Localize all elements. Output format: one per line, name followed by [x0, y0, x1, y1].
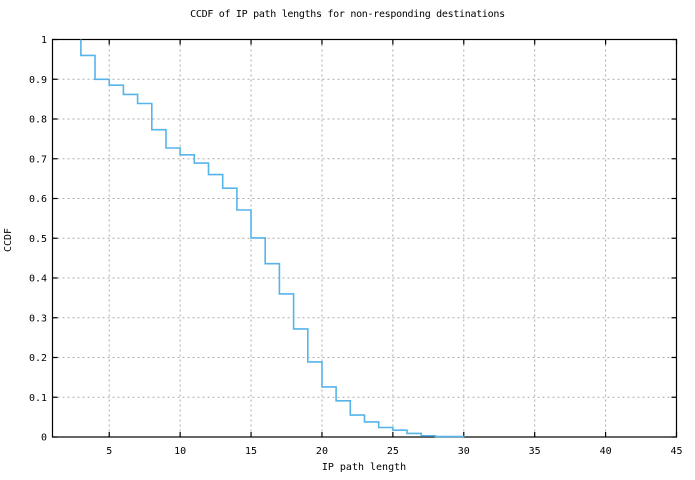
y-tick-label: 0.6 [29, 194, 47, 205]
x-tick-label: 35 [529, 446, 541, 457]
x-tick-label: 25 [387, 446, 399, 457]
x-tick-label: 5 [106, 446, 112, 457]
y-tick-label: 0.4 [29, 274, 47, 285]
y-tick-label: 0.1 [29, 393, 47, 404]
x-tick-label: 15 [245, 446, 257, 457]
y-tick-label: 0 [41, 433, 47, 444]
x-axis-title: IP path length [321, 462, 407, 473]
x-tick-label: 30 [458, 446, 470, 457]
y-tick-label: 0.8 [29, 115, 47, 126]
y-tick-label: 0.2 [29, 353, 47, 364]
y-tick-label: 0.5 [29, 234, 47, 245]
chart-title: CCDF of IP path lengths for non-respondi… [190, 9, 505, 20]
x-tick-label: 20 [316, 446, 328, 457]
x-tick-label: 10 [174, 446, 186, 457]
y-tick-label: 1 [41, 35, 47, 46]
y-tick-label: 0.9 [29, 75, 47, 86]
y-tick-label: 0.3 [29, 313, 47, 324]
x-tick-label: 45 [670, 446, 682, 457]
ccdf-step-line [80, 39, 465, 438]
y-tick-label: 0.7 [29, 154, 47, 165]
x-tick-label: 40 [600, 446, 612, 457]
